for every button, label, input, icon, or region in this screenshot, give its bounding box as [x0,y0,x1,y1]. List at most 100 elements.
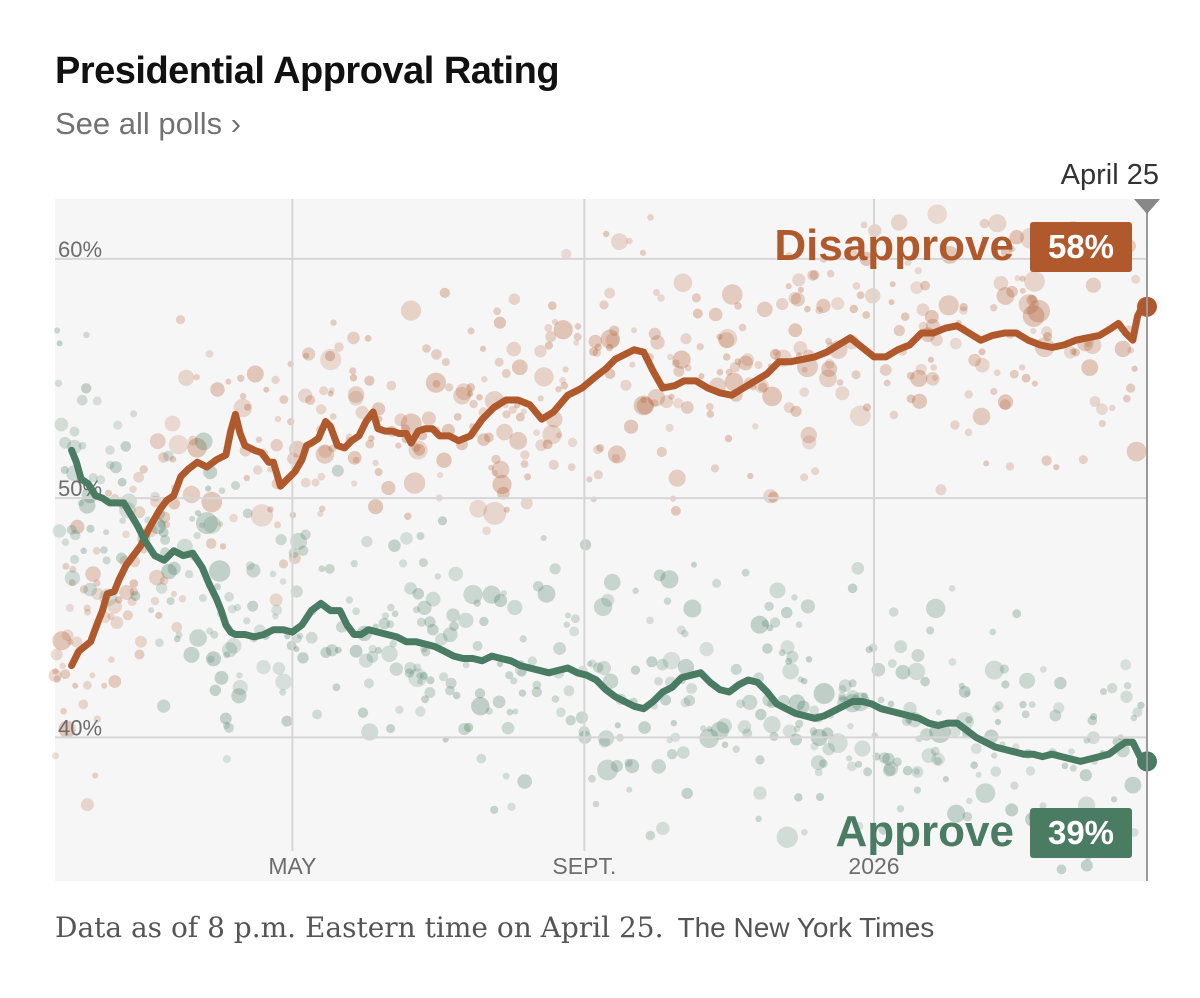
approve-poll-dot [473,599,481,607]
disapprove-poll-dot [269,593,283,607]
disapprove-poll-dot [1126,441,1147,462]
disapprove-poll-dot [520,497,533,510]
disapprove-poll-dot [979,218,990,229]
approve-poll-dot [763,716,781,734]
disapprove-poll-dot [453,413,462,421]
disapprove-poll-dot [605,333,620,348]
approve-poll-dot [158,527,169,538]
approve-poll-dot [663,597,672,605]
disapprove-poll-dot [802,435,817,450]
disapprove-poll-dot [71,636,83,648]
approve-poll-dot [357,707,369,718]
approve-poll-dot [64,570,81,586]
approve-poll-dot [493,593,508,608]
disapprove-poll-dot [477,433,491,446]
disapprove-poll-dot [914,267,922,275]
disapprove-poll-dot [1085,277,1101,293]
disapprove-poll-dot [404,512,412,520]
disapprove-poll-dot [684,364,692,372]
disapprove-poll-dot [300,477,311,488]
approve-poll-dot [1028,701,1036,708]
disapprove-poll-dot [105,489,112,497]
approve-poll-dot [681,787,693,800]
disapprove-poll-dot [596,444,605,452]
disapprove-poll-dot [668,393,675,400]
disapprove-poll-dot [673,365,685,377]
approve-poll-dot [61,538,70,546]
approve-poll-dot [243,617,251,625]
approve-poll-dot [1083,737,1091,744]
disapprove-poll-dot [594,343,602,351]
disapprove-poll-dot [439,287,450,298]
disapprove-poll-dot [698,373,705,380]
disapprove-poll-dot [476,394,483,401]
approve-poll-dot [163,450,174,462]
approve-poll-dot [947,804,966,823]
approve-poll-dot [298,545,309,556]
disapprove-poll-dot [611,233,628,251]
approve-poll-dot [88,473,98,483]
disapprove-poll-dot [1081,359,1099,376]
approve-poll-dot [105,460,115,470]
approve-poll-dot [911,766,924,778]
approve-value-text: 39% [1048,814,1114,851]
approve-poll-dot [610,760,624,773]
disapprove-poll-dot [58,720,76,738]
disapprove-poll-dot [785,283,792,290]
approve-poll-dot [485,707,493,715]
approve-poll-dot [92,396,102,406]
approve-poll-dot [565,715,576,726]
see-all-polls-link[interactable]: See all polls › [55,106,242,141]
approve-poll-dot [990,766,1002,777]
approve-poll-dot [1021,710,1030,719]
approve-poll-dot [361,536,373,548]
approve-poll-dot [56,340,63,347]
disapprove-poll-dot [826,269,835,278]
disapprove-poll-dot [92,547,101,555]
disapprove-poll-dot [706,410,714,418]
disapprove-poll-dot [624,419,639,434]
disapprove-poll-dot [1114,340,1132,358]
disapprove-poll-dot [274,415,282,423]
approve-poll-dot [452,691,461,700]
approve-poll-dot [113,420,123,430]
approve-poll-dot [895,664,911,680]
disapprove-poll-dot [680,401,694,414]
disapprove-poll-dot [225,378,232,385]
approve-poll-dot [865,646,873,654]
approve-poll-dot [419,671,428,680]
disapprove-poll-dot [647,214,654,221]
disapprove-poll-dot [916,303,930,317]
approve-poll-dot [994,718,1002,726]
approve-poll-dot [1054,676,1067,690]
approve-poll-dot [232,679,248,696]
disapprove-poll-dot [1078,455,1088,465]
disapprove-poll-dot [244,403,251,411]
disapprove-poll-dot [374,468,383,476]
disapprove-poll-dot [906,371,915,380]
approve-poll-dot [1107,683,1118,694]
disapprove-poll-dot [605,343,614,352]
disapprove-poll-dot [422,344,431,353]
approve-poll-dot [537,584,556,603]
disapprove-poll-dot [324,350,336,362]
disapprove-poll-dot [1122,394,1131,403]
disapprove-poll-dot [318,444,332,458]
disapprove-poll-dot [1126,383,1136,393]
disapprove-poll-dot [237,374,245,382]
approve-poll-dot [921,748,937,763]
approve-poll-dot [413,663,422,672]
approve-poll-dot [463,722,474,733]
disapprove-poll-dot [747,472,754,480]
disapprove-poll-dot [718,332,735,349]
disapprove-poll-dot [788,323,803,338]
approve-poll-dot [797,700,810,714]
disapprove-poll-dot [993,369,1001,377]
disapprove-poll-dot [355,405,369,419]
disapprove-poll-dot [503,506,510,513]
approve-poll-dot [1120,690,1133,703]
disapprove-poll-dot [329,413,337,420]
approve-poll-dot [332,683,341,692]
approve-poll-dot [400,532,413,545]
disapprove-poll-dot [548,301,557,311]
